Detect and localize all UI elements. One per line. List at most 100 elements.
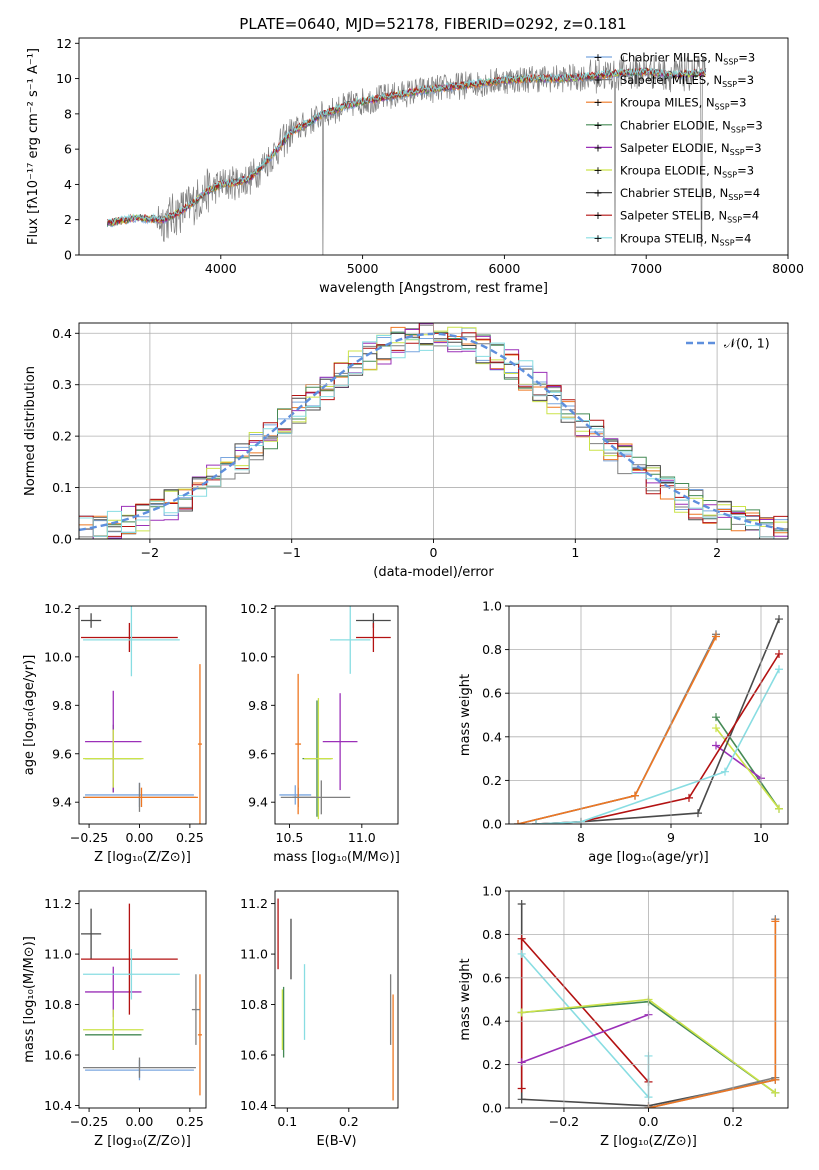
series-marker-chab_stelib <box>694 809 702 818</box>
series-marker-krou_miles <box>771 917 780 926</box>
y-tick-label: 12 <box>56 36 72 51</box>
series-marker-salp_stelib <box>685 793 693 802</box>
x-tick-label: 0.1 <box>277 1114 297 1129</box>
x-tick-label: 8 <box>577 830 585 845</box>
series-marker-krou_stelib <box>721 767 729 776</box>
legend-label: Salpeter ELODIE, NSSP=3 <box>620 141 762 157</box>
y-tick-label: 1.0 <box>482 884 502 899</box>
series-marker-krou_elodie <box>775 804 783 813</box>
series-marker-krou_miles <box>712 632 720 641</box>
x-tick-label: −2 <box>141 545 159 560</box>
x-axis-label: wavelength [Angstrom, rest frame] <box>319 281 548 296</box>
legend-marker: + <box>593 74 602 87</box>
legend-label: Chabrier STELIB, NSSP=4 <box>620 186 760 202</box>
y-tick-label: 0.2 <box>52 429 72 444</box>
legend-marker: + <box>593 141 602 154</box>
y-tick-label: 11.0 <box>44 947 72 962</box>
y-axis-label: age [log₁₀(age/yr)] <box>22 655 37 776</box>
y-tick-label: 0.0 <box>482 1101 502 1116</box>
y-tick-label: 11.0 <box>240 947 268 962</box>
series-line-salp_miles <box>517 633 717 824</box>
series-marker-chab_stelib <box>775 615 783 624</box>
series-line-krou_stelib <box>535 668 780 824</box>
x-tick-label: 0.2 <box>723 1114 743 1129</box>
series-marker-krou_miles <box>514 820 522 824</box>
axes-mass_vs_Z: −0.25 0.00 0.25 10.4 10.6 10.8 11.0 11.2 Z [log₁… <box>22 890 207 1149</box>
x-tick-label: 9 <box>667 830 675 845</box>
y-tick-label: 4 <box>64 177 72 192</box>
y-tick-label: 10.2 <box>240 601 268 616</box>
legend-marker: + <box>593 96 602 109</box>
series-marker-chab_stelib <box>517 900 526 909</box>
axes-frame <box>274 605 399 825</box>
legend-marker: + <box>593 187 602 200</box>
y-tick-label: 0.3 <box>52 377 72 392</box>
series-marker-salp_stelib <box>775 649 783 658</box>
x-tick-label: −0.25 <box>70 1114 108 1129</box>
x-tick-label: 4000 <box>205 261 237 276</box>
series-line-salp_elodie <box>521 1013 649 1064</box>
series-marker-salp_stelib <box>517 934 526 943</box>
y-tick-label: 11.2 <box>44 896 72 911</box>
legend-marker: + <box>593 209 602 222</box>
legend-marker: + <box>593 119 602 132</box>
series-line-chab_miles <box>517 633 717 824</box>
legend-label: Salpeter MILES, NSSP=3 <box>620 73 754 89</box>
x-axis-label: age [log₁₀(age/yr)] <box>588 850 709 865</box>
y-tick-label: 1.0 <box>482 599 502 614</box>
series-marker-krou_elodie <box>712 724 720 733</box>
y-tick-label: 0.2 <box>482 1057 502 1072</box>
y-axis-label: Flux [fλ10⁻¹⁷ erg cm⁻² s⁻¹ A⁻¹] <box>26 48 41 245</box>
series-line-krou_stelib <box>521 953 650 1100</box>
y-tick-label: 9.6 <box>52 746 72 761</box>
plot-area-spectrum <box>106 55 707 255</box>
y-tick-label: 10.2 <box>44 601 72 616</box>
y-tick-label: 9.4 <box>52 795 72 810</box>
y-tick-label: 10.4 <box>44 1098 72 1113</box>
series-line-krou_elodie <box>715 727 780 810</box>
y-tick-label: 10.0 <box>44 649 72 664</box>
y-tick-label: 0.0 <box>52 532 72 547</box>
y-axis-label: Normed distribution <box>23 366 38 496</box>
series-line-salp_stelib <box>520 936 650 1089</box>
x-tick-label: 10.5 <box>276 830 304 845</box>
x-tick-label: −0.2 <box>549 1114 579 1129</box>
legend-label: Salpeter STELIB, NSSP=4 <box>620 209 759 225</box>
x-tick-label: 1 <box>571 545 579 560</box>
y-tick-label: 0 <box>64 248 72 263</box>
series-marker-salp_stelib <box>517 1084 526 1093</box>
y-tick-label: 11.2 <box>240 896 268 911</box>
y-tick-label: 10.8 <box>44 997 72 1012</box>
series-line-chab_elodie <box>715 716 780 810</box>
series-marker-chab_stelib <box>517 1095 526 1104</box>
data-spectrum-line <box>107 55 707 255</box>
x-tick-label: 0.00 <box>126 1114 154 1129</box>
y-tick-label: 0.8 <box>482 642 502 657</box>
y-tick-label: 6 <box>64 142 72 157</box>
x-tick-label: 10 <box>753 830 769 845</box>
x-tick-label: 0.0 <box>639 1114 659 1129</box>
plot-area-massweight_vs_age <box>514 615 783 824</box>
series-marker-chab_elodie <box>712 713 720 722</box>
axes-massweight_vs_Z: −0.2 0.0 0.2 0.0 0.2 0.4 0.6 0.8 1.0 Z [log₁₀(Z/Z… <box>458 884 789 1149</box>
series-marker-krou_miles <box>631 791 639 800</box>
plot-area-mass_vs_Z <box>81 903 202 1096</box>
series-marker-krou_elodie <box>771 1088 780 1097</box>
x-axis-label: Z [log₁₀(Z/Z⊙)] <box>94 1134 191 1149</box>
x-axis-label: Z [log₁₀(Z/Z⊙)] <box>94 850 191 865</box>
y-axis-label: mass weight <box>458 674 473 756</box>
axes-residual_hist: −2 −1 0 1 2 0.0 0.1 0.2 0.3 0.4 (data-model)/error… <box>23 322 789 580</box>
axes-age_vs_Z: −0.25 0.00 0.25 9.4 9.6 9.8 10.0 10.2 Z [log₁₀(Z… <box>22 601 207 865</box>
y-tick-label: 10 <box>56 71 72 86</box>
y-axis-label: mass weight <box>458 958 473 1040</box>
x-tick-label: 6000 <box>488 261 520 276</box>
x-axis-label: E(B-V) <box>316 1134 356 1149</box>
series-marker-krou_stelib <box>532 820 540 824</box>
axes-frame <box>78 37 789 256</box>
axes-frame <box>274 890 399 1109</box>
x-tick-label: −1 <box>282 545 300 560</box>
legend-label: Kroupa STELIB, NSSP=4 <box>620 231 751 247</box>
legend-label: Kroupa MILES, NSSP=3 <box>620 96 746 112</box>
series-marker-krou_elodie <box>517 1008 526 1017</box>
series-marker-krou_stelib <box>517 949 526 958</box>
